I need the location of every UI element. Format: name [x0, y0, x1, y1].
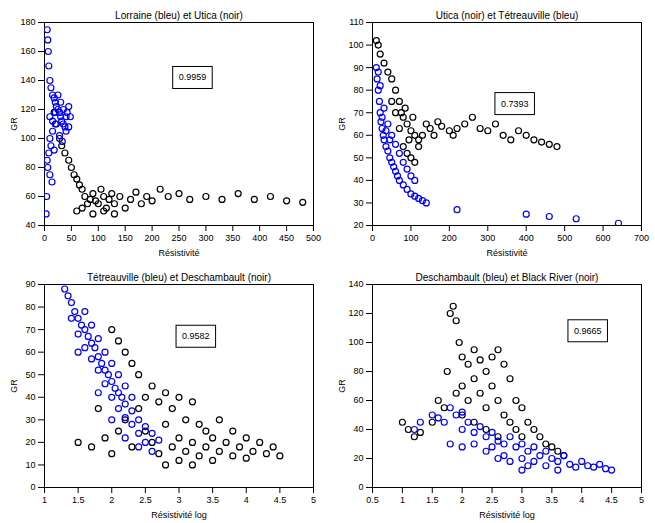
svg-text:100: 100 [91, 233, 106, 243]
svg-text:0: 0 [30, 482, 35, 492]
svg-text:500: 500 [557, 233, 572, 243]
svg-text:Résistivité log: Résistivité log [151, 510, 207, 520]
svg-text:4: 4 [244, 495, 249, 505]
svg-text:50: 50 [353, 153, 363, 163]
svg-text:0.5: 0.5 [366, 495, 379, 505]
svg-text:GR: GR [337, 117, 347, 131]
svg-text:450: 450 [279, 233, 294, 243]
svg-text:70: 70 [353, 108, 363, 118]
svg-text:Lorraine (bleu) et Utica (noir: Lorraine (bleu) et Utica (noir) [115, 10, 243, 21]
svg-text:60: 60 [25, 191, 35, 201]
svg-text:3.5: 3.5 [546, 495, 559, 505]
svg-text:160: 160 [20, 46, 35, 56]
svg-text:0: 0 [358, 482, 363, 492]
svg-text:300: 300 [198, 233, 213, 243]
svg-text:3: 3 [176, 495, 181, 505]
svg-text:140: 140 [20, 75, 35, 85]
svg-text:80: 80 [25, 162, 35, 172]
svg-text:100: 100 [348, 337, 363, 347]
svg-text:2: 2 [109, 495, 114, 505]
svg-text:60: 60 [353, 395, 363, 405]
svg-text:1.5: 1.5 [72, 495, 85, 505]
svg-text:10: 10 [25, 460, 35, 470]
svg-text:40: 40 [353, 175, 363, 185]
svg-text:Tétreauville (bleu) et Descham: Tétreauville (bleu) et Deschambault (noi… [87, 272, 271, 283]
svg-text:80: 80 [353, 85, 363, 95]
svg-text:Deschambault (bleu) et Black R: Deschambault (bleu) et Black River (noir… [416, 272, 599, 283]
svg-text:90: 90 [353, 62, 363, 72]
svg-text:100: 100 [403, 233, 418, 243]
svg-text:50: 50 [25, 370, 35, 380]
svg-text:0.9582: 0.9582 [182, 331, 210, 341]
svg-text:30: 30 [353, 198, 363, 208]
svg-text:200: 200 [442, 233, 457, 243]
svg-text:400: 400 [252, 233, 267, 243]
svg-text:20: 20 [353, 453, 363, 463]
svg-text:250: 250 [171, 233, 186, 243]
svg-text:100: 100 [348, 40, 363, 50]
svg-text:2.5: 2.5 [139, 495, 152, 505]
svg-text:Utica (noir) et Tétreauville (: Utica (noir) et Tétreauville (bleu) [436, 10, 579, 21]
svg-text:4: 4 [579, 495, 584, 505]
svg-text:50: 50 [66, 233, 76, 243]
svg-text:200: 200 [145, 233, 160, 243]
svg-text:0.9959: 0.9959 [179, 72, 207, 82]
svg-text:110: 110 [349, 17, 363, 27]
svg-text:0: 0 [370, 233, 375, 243]
svg-text:0.9665: 0.9665 [574, 326, 602, 336]
svg-text:40: 40 [25, 392, 35, 402]
svg-text:20: 20 [25, 437, 35, 447]
svg-text:80: 80 [25, 302, 35, 312]
svg-text:180: 180 [20, 17, 35, 27]
svg-text:4.5: 4.5 [274, 495, 287, 505]
svg-text:60: 60 [25, 347, 35, 357]
svg-text:0: 0 [42, 233, 47, 243]
svg-text:600: 600 [596, 233, 611, 243]
svg-text:120: 120 [348, 308, 363, 318]
svg-text:2: 2 [460, 495, 465, 505]
svg-text:Résistivité log: Résistivité log [479, 510, 535, 520]
svg-text:90: 90 [25, 279, 35, 289]
svg-text:100: 100 [20, 133, 35, 143]
svg-text:3: 3 [519, 495, 524, 505]
svg-text:150: 150 [118, 233, 133, 243]
svg-text:140: 140 [348, 279, 363, 289]
svg-text:120: 120 [20, 104, 35, 114]
svg-text:40: 40 [353, 424, 363, 434]
svg-text:GR: GR [337, 379, 347, 393]
svg-text:5: 5 [311, 495, 316, 505]
svg-text:GR: GR [9, 379, 19, 393]
svg-text:20: 20 [353, 220, 363, 230]
svg-text:300: 300 [480, 233, 495, 243]
svg-text:70: 70 [25, 324, 35, 334]
svg-text:5: 5 [639, 495, 644, 505]
svg-text:80: 80 [353, 366, 363, 376]
svg-text:60: 60 [353, 130, 363, 140]
svg-text:4.5: 4.5 [605, 495, 618, 505]
svg-text:1.5: 1.5 [426, 495, 439, 505]
svg-text:350: 350 [225, 233, 240, 243]
svg-text:500: 500 [306, 233, 321, 243]
svg-text:2.5: 2.5 [486, 495, 499, 505]
svg-text:3.5: 3.5 [206, 495, 219, 505]
svg-text:30: 30 [25, 415, 35, 425]
svg-text:1: 1 [42, 495, 47, 505]
svg-text:Résistivité: Résistivité [486, 248, 527, 258]
svg-text:Résistivité: Résistivité [158, 248, 199, 258]
svg-text:40: 40 [25, 220, 35, 230]
svg-text:700: 700 [634, 233, 649, 243]
svg-text:400: 400 [519, 233, 534, 243]
svg-text:1: 1 [400, 495, 405, 505]
svg-text:GR: GR [9, 117, 19, 131]
svg-text:0.7393: 0.7393 [501, 99, 529, 109]
